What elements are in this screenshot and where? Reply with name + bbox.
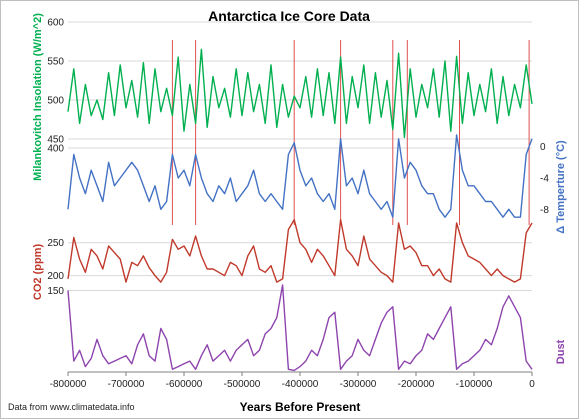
ylabel-insolation: Milankovitch Insolation (W/m^2) [32, 13, 44, 181]
x-tick-label-5: -300000 [340, 379, 377, 390]
series-line-co2 [67, 218, 533, 283]
y-tick-label-insolation-2: 550 [47, 57, 64, 68]
x-tick-label-1: -700000 [108, 379, 145, 390]
tick-layer: 450 500 550 600 200 250 150 400 0 -4 -8 -800000 -700… [47, 18, 549, 391]
y-tick-label-temperature-0: 0 [540, 142, 546, 153]
gridlines [68, 21, 532, 291]
x-tick-label-4: -400000 [282, 379, 319, 390]
y-tick-label-insolation-1: 500 [47, 96, 64, 107]
chart-title: Antarctica Ice Core Data [208, 8, 370, 24]
series-line-insolation [67, 48, 533, 139]
x-axis-title: Years Before Present [240, 400, 361, 414]
credit-text: Data from www.climatedata.info [8, 402, 135, 412]
y-tick-label-co2-0: 200 [47, 271, 64, 282]
ylabel-dust: Dust [555, 339, 567, 364]
x-tick-label-2: -600000 [166, 379, 203, 390]
y-tick-label-temperature-1: -4 [540, 174, 549, 185]
x-tick-label-3: -500000 [224, 379, 261, 390]
ylabel-co2: CO2 (ppm) [32, 244, 44, 301]
x-tick-label-6: -200000 [398, 379, 435, 390]
y-tick-label-insolation-3: 600 [47, 18, 64, 29]
y-tick-label-dust-0: 150 [47, 286, 64, 297]
series-line-dust [67, 284, 533, 372]
interglacial-markers [171, 40, 530, 225]
y-tick-label-temperature-2: -8 [540, 205, 549, 216]
series-line-temperature [67, 134, 533, 218]
x-tick-label-8: 0 [529, 379, 535, 390]
series-layer [67, 48, 533, 372]
y-tick-label-400: 400 [47, 144, 64, 155]
ylabel-temperature: Δ Temperture (°C) [555, 140, 567, 234]
y-tick-label-co2-1: 250 [47, 238, 64, 249]
y-tick-label-insolation-0: 450 [47, 135, 64, 146]
x-tick-label-7: -100000 [456, 379, 493, 390]
x-tick-label-0: -800000 [50, 379, 87, 390]
